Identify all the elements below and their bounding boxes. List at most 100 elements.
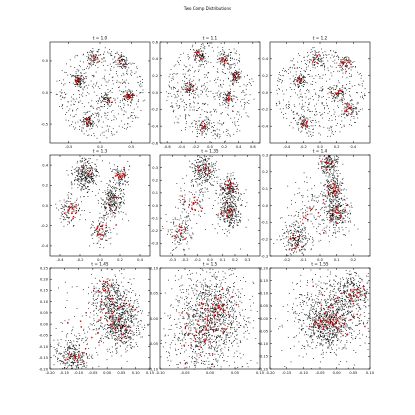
point xyxy=(301,83,302,85)
point xyxy=(218,168,220,170)
point xyxy=(64,217,66,219)
point xyxy=(203,175,205,177)
point xyxy=(211,166,213,168)
point xyxy=(208,72,210,73)
point xyxy=(87,195,89,197)
point xyxy=(212,93,214,95)
point xyxy=(109,49,111,50)
point xyxy=(299,103,300,105)
point xyxy=(229,202,230,204)
point xyxy=(177,241,179,243)
point xyxy=(191,122,193,124)
point xyxy=(235,213,237,215)
point xyxy=(184,200,186,202)
point xyxy=(342,85,344,86)
point xyxy=(86,171,88,173)
point xyxy=(126,92,128,94)
point xyxy=(195,178,197,180)
point xyxy=(92,62,94,64)
point xyxy=(213,184,214,186)
point xyxy=(233,58,235,60)
point xyxy=(59,105,60,107)
point xyxy=(223,188,225,190)
point xyxy=(94,230,95,232)
point xyxy=(115,213,117,214)
point xyxy=(235,81,237,83)
point xyxy=(62,206,64,208)
point xyxy=(200,123,201,125)
point xyxy=(91,172,93,174)
point xyxy=(114,194,115,196)
point xyxy=(97,67,99,69)
point xyxy=(140,83,142,85)
point xyxy=(193,120,195,121)
point xyxy=(98,116,100,118)
point xyxy=(123,114,125,116)
point xyxy=(106,193,108,195)
point xyxy=(229,52,231,54)
point xyxy=(290,121,292,123)
point xyxy=(122,98,124,100)
point xyxy=(185,227,187,229)
point xyxy=(171,78,173,79)
point xyxy=(130,63,132,65)
point xyxy=(103,99,105,101)
point xyxy=(81,158,83,159)
point xyxy=(201,85,203,87)
point xyxy=(189,86,191,88)
point xyxy=(228,78,229,80)
point xyxy=(86,121,88,123)
point xyxy=(228,65,230,67)
point xyxy=(322,56,324,58)
point xyxy=(225,207,226,209)
y-tick-label: -0.2 xyxy=(151,229,158,233)
point xyxy=(343,124,345,126)
point xyxy=(321,60,322,62)
point xyxy=(85,177,87,179)
point xyxy=(92,106,94,108)
point xyxy=(201,56,203,57)
point xyxy=(229,221,231,223)
point xyxy=(81,187,83,188)
point xyxy=(330,115,332,117)
point xyxy=(82,88,84,90)
point xyxy=(170,252,172,254)
point xyxy=(105,214,106,216)
point xyxy=(123,110,125,112)
point-red xyxy=(87,174,89,176)
point-red xyxy=(339,64,341,67)
point xyxy=(291,60,293,62)
point xyxy=(244,95,246,97)
point xyxy=(87,189,89,191)
point xyxy=(111,196,112,198)
point xyxy=(233,78,234,80)
point xyxy=(230,214,231,216)
point-red xyxy=(180,232,182,234)
point xyxy=(100,197,102,199)
point xyxy=(200,207,202,208)
point-red xyxy=(222,187,225,189)
point xyxy=(81,178,83,180)
point xyxy=(303,76,305,78)
point xyxy=(139,92,141,94)
point xyxy=(297,78,299,80)
point xyxy=(238,210,240,212)
point-red xyxy=(75,80,77,83)
point xyxy=(127,100,128,102)
point xyxy=(199,124,200,126)
point xyxy=(231,101,233,103)
point xyxy=(90,170,91,171)
point xyxy=(233,74,235,75)
point xyxy=(298,129,299,131)
point xyxy=(97,100,99,102)
point xyxy=(219,99,220,100)
point xyxy=(122,65,124,67)
point xyxy=(194,59,196,61)
point xyxy=(208,128,210,130)
point xyxy=(223,190,225,191)
point xyxy=(305,120,306,121)
point xyxy=(77,85,79,87)
point xyxy=(225,97,227,98)
point xyxy=(173,78,174,80)
point xyxy=(223,182,225,184)
